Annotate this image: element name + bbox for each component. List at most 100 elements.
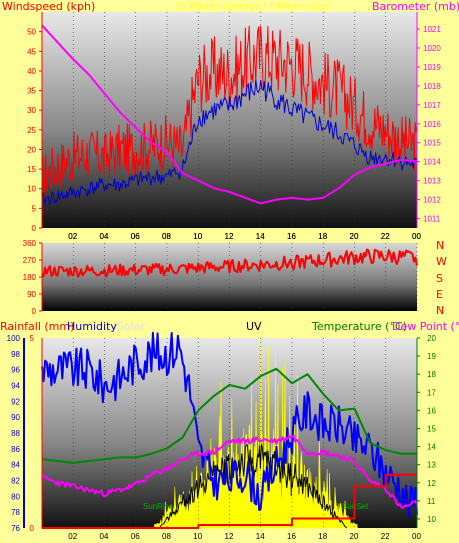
temperature-tick-label: 19 [427,352,436,361]
windspeed-tick-label: 20 [27,145,36,154]
x-tick-label: 18 [318,532,327,541]
barometer-tick-label: 1017 [423,101,441,110]
x-tick-label: 18 [318,232,327,241]
direction-tick-label: 270 [23,256,37,265]
direction-tick-label: 180 [23,273,37,282]
barometer-tick-label: 1021 [423,25,441,34]
direction-letter-e: E [436,288,443,301]
x-tick-label: 20 [350,232,359,241]
humidity-tick-label: 90 [11,413,20,422]
temperature-tick-label: 17 [427,388,436,397]
barometer-tick-label: 1016 [423,120,441,129]
x-tick-label: 14 [256,532,265,541]
x-tick-label: 04 [100,232,109,241]
overlay-label: 10 Minute Average / 1 Minute Gust [175,2,332,12]
rainfall-line [42,473,417,529]
temperature-tick-label: 20 [427,334,436,343]
solar-label: Solar [117,320,146,333]
x-tick-label: 06 [131,232,140,241]
temperature-tick-label: 11 [427,497,436,506]
x-tick-label: 18 [318,232,327,241]
barometer-tick-label: 1014 [423,158,441,167]
temperature-tick-label: 13 [427,461,436,470]
barometer-tick-label: 1013 [423,177,441,186]
humidity-tick-label: 84 [11,461,20,470]
barometer-axis-label: Barometer (mb) [372,0,459,13]
temperature-tick-label: 10 [427,515,436,524]
humidity-label: Humidity [67,320,117,333]
x-tick-label: 02 [68,232,77,241]
windspeed-tick-label: 25 [27,126,36,135]
humidity-tick-label: 82 [11,477,20,486]
x-tick-label: 14 [256,232,265,241]
x-tick-label: 00 [412,232,421,241]
x-tick-label: 12 [225,532,234,541]
humidity-tick-label: 76 [11,524,20,533]
direction-line [41,248,418,278]
windspeed-line [41,25,418,197]
sunset-label: SunSet [342,502,369,511]
uv-line [158,443,348,529]
direction-letter-w: W [436,255,447,268]
barometer-tick-label: 1019 [423,63,441,72]
gust-line [41,79,418,206]
x-tick-label: 20 [350,232,359,241]
x-tick-label: 14 [256,232,265,241]
windspeed-tick-label: 40 [27,67,36,76]
rainfall-tick-label: 5 [30,334,35,343]
barometer-tick-label: 1012 [423,196,441,205]
direction-letter-s: S [436,272,443,285]
humidity-tick-label: 88 [11,429,20,438]
windspeed-tick-label: 50 [27,28,36,37]
barometer-tick-label: 1018 [423,82,441,91]
x-tick-label: 16 [287,532,296,541]
x-tick-label: 00 [412,532,421,541]
x-tick-label: 22 [381,532,390,541]
humidity-tick-label: 100 [7,334,21,343]
windspeed-tick-label: 10 [27,185,36,194]
humidity-tick-label: 80 [11,492,20,501]
direction-letter-n-bottom: N [436,304,444,317]
x-tick-label: 10 [193,532,202,541]
temperature-tick-label: 16 [427,406,436,415]
windspeed-tick-label: 35 [27,87,36,96]
x-tick-label: 10 [193,232,202,241]
windspeed-tick-label: 30 [27,106,36,115]
humidity-tick-label: 94 [11,382,20,391]
x-tick-label: 16 [287,232,296,241]
windspeed-tick-label: 45 [27,47,36,56]
x-tick-label: 22 [381,232,390,241]
direction-tick-label: 360 [23,239,37,248]
direction-tick-label: 90 [27,290,36,299]
x-tick-label: 10 [193,232,202,241]
humidity-line [41,331,418,519]
x-tick-label: 12 [225,232,234,241]
x-tick-label: 04 [100,232,109,241]
x-tick-label: 06 [131,532,140,541]
x-tick-label: 02 [68,532,77,541]
temperature-line [41,367,417,464]
humidity-tick-label: 92 [11,397,20,406]
x-tick-label: 08 [162,232,171,241]
x-tick-label: 20 [350,532,359,541]
barometer-line [41,24,418,205]
dewpoint-axis-label: Dew Point (°C) [392,320,459,333]
x-tick-label: 00 [412,232,421,241]
rainfall-axis-label: Rainfall (mm) [0,320,74,333]
uv-label: UV [246,320,262,333]
x-tick-label: 06 [131,232,140,241]
barometer-tick-label: 1020 [423,44,441,53]
direction-letter-n-top: N [436,239,444,252]
x-tick-label: 02 [68,232,77,241]
temperature-tick-label: 14 [427,443,436,452]
temperature-axis-label: Temperature (°C) [311,320,407,333]
x-tick-label: 22 [381,232,390,241]
humidity-tick-label: 98 [11,350,20,359]
windspeed-tick-label: 0 [32,224,37,233]
direction-tick-label: 0 [32,307,37,316]
barometer-tick-label: 1011 [423,215,441,224]
humidity-tick-label: 78 [11,508,20,517]
x-tick-label: 16 [287,232,296,241]
x-tick-label: 04 [100,532,109,541]
